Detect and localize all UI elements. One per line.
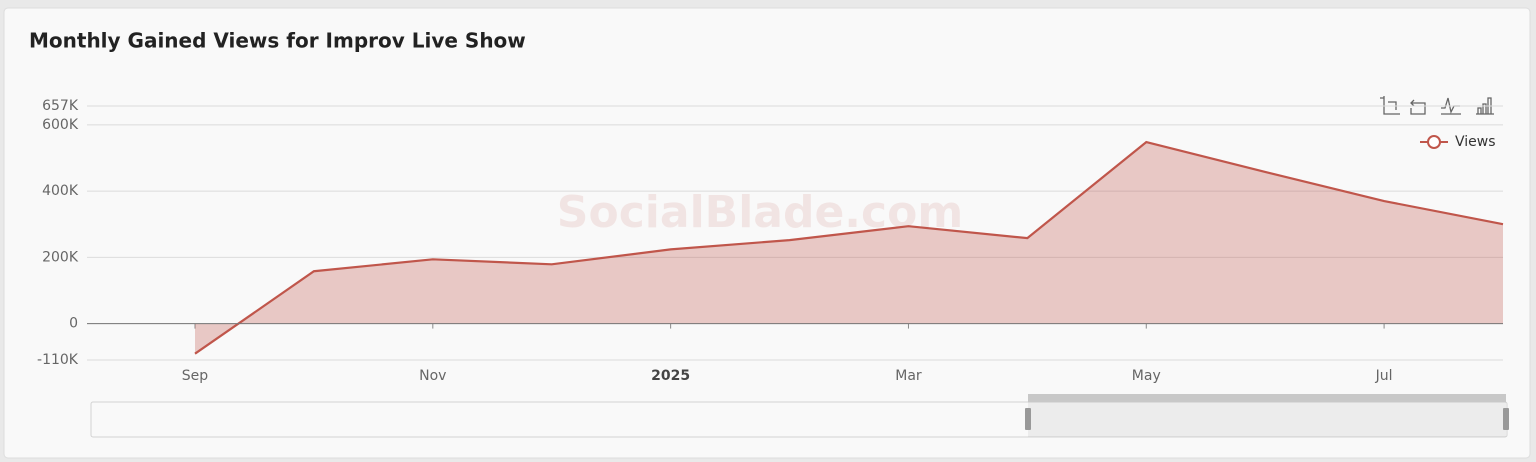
bar-icon[interactable] (1476, 97, 1494, 115)
y-tick-label: 657K (42, 98, 79, 114)
x-tick-label: Nov (419, 368, 446, 384)
toolbar[interactable] (1380, 96, 1494, 115)
navigator-handle[interactable] (1503, 408, 1509, 430)
navigator[interactable] (90, 394, 1509, 438)
legend-marker (1427, 135, 1441, 149)
line (194, 140, 1504, 355)
legend-label: Views (1455, 134, 1496, 150)
x-tick-label: Mar (895, 368, 922, 384)
reset-icon[interactable] (1410, 99, 1426, 115)
x-tick-label: May (1132, 368, 1161, 384)
y-tick-label: 0 (69, 316, 78, 332)
chart-title: Monthly Gained Views for Improv Live Sho… (29, 29, 526, 53)
x-tick-label: Jul (1375, 368, 1393, 384)
watermark: SocialBlade.com (557, 187, 963, 238)
x-tick-label: 2025 (651, 368, 690, 384)
y-tick-label: -110K (37, 352, 79, 368)
card (3, 7, 1531, 459)
y-tick-label: 200K (42, 249, 79, 265)
navigator-handle[interactable] (1025, 408, 1031, 430)
navigator-bar[interactable] (1028, 394, 1506, 402)
y-tick-label: 400K (42, 183, 79, 199)
plot: -110K 0 200K 400K 600K 657K Sep Nov 2025 Mar May Ju… (37, 98, 1504, 384)
navigator-selection[interactable] (1028, 402, 1506, 437)
x-tick-label: Sep (182, 368, 209, 384)
area (195, 142, 1503, 354)
y-tick-label: 600K (42, 117, 79, 133)
